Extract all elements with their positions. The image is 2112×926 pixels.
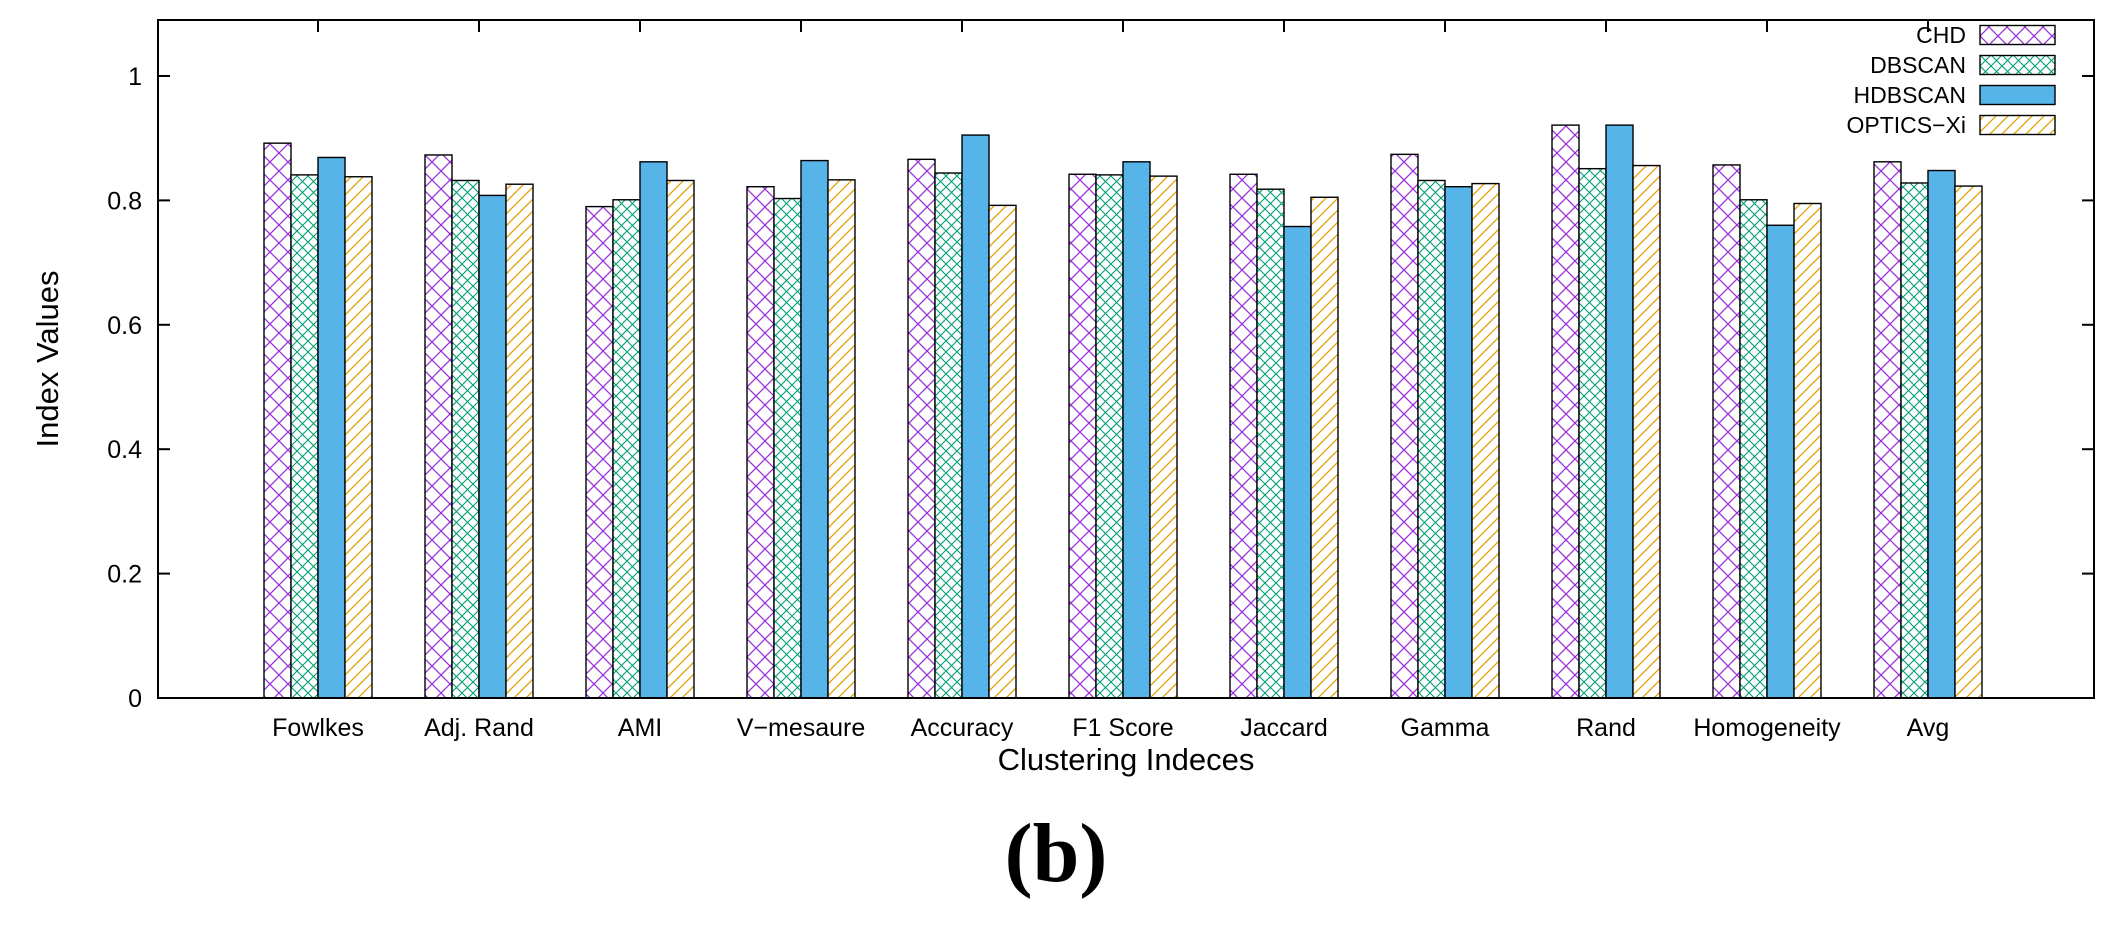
bar-chart: 0 0.2 0.4 0.6 0.8 1 Fowlkes Adj. Rand AMI V−mesa… <box>30 19 2095 777</box>
bar-hdbscan <box>1927 169 1956 699</box>
bar-chd <box>263 142 292 699</box>
plot-frame <box>157 19 2095 699</box>
bar-optics-xi <box>1149 175 1178 699</box>
bar-optics-xi <box>666 179 695 699</box>
y-tick-label: 0.2 <box>107 561 142 589</box>
bar-chd <box>585 205 614 699</box>
bar-chd <box>1229 173 1258 699</box>
bar-dbscan <box>1417 179 1446 699</box>
bar-optics-xi <box>1954 185 1983 699</box>
y-tick-label: 0.4 <box>107 436 142 464</box>
bar-optics-xi <box>1793 202 1822 699</box>
x-tick-label: F1 Score <box>1072 714 1173 742</box>
y-tick-label: 0.6 <box>107 312 142 340</box>
bar-dbscan <box>1578 167 1607 699</box>
bar-dbscan <box>451 179 480 699</box>
legend-label: OPTICS−Xi <box>1846 112 1966 138</box>
x-tick-label: Avg <box>1907 714 1950 742</box>
bar-hdbscan <box>478 194 507 699</box>
bar-optics-xi <box>1310 196 1339 699</box>
bar-optics-xi <box>827 179 856 699</box>
y-axis: 0 0.2 0.4 0.6 0.8 1 <box>107 63 2094 713</box>
bar-chd <box>424 154 453 699</box>
x-tick-label: AMI <box>618 714 662 742</box>
bar-dbscan <box>612 199 641 699</box>
y-axis-title: Index Values <box>30 271 65 448</box>
x-tick-label: Adj. Rand <box>424 714 534 742</box>
bar-dbscan <box>934 172 963 699</box>
x-tick-label: Homogeneity <box>1693 714 1841 742</box>
bar-optics-xi <box>988 204 1017 699</box>
legend-swatch <box>1979 84 2056 106</box>
bar-hdbscan <box>1122 161 1151 699</box>
bar-chd <box>1551 124 1580 699</box>
legend-swatch <box>1979 54 2056 76</box>
bar-hdbscan <box>961 134 990 699</box>
y-tick-label: 1 <box>128 63 142 91</box>
x-axis: Fowlkes Adj. Rand AMI V−mesaure Accuracy F1 S… <box>272 20 1949 742</box>
bar-optics-xi <box>1471 182 1500 699</box>
x-tick-label: Rand <box>1576 714 1636 742</box>
figure-caption: (b) <box>1004 807 1108 900</box>
bar-hdbscan <box>1766 224 1795 699</box>
bar-hdbscan <box>1605 124 1634 699</box>
bar-dbscan <box>1900 182 1929 699</box>
legend: CHD DBSCAN HDBSCAN OPTICS−Xi <box>1846 22 2056 138</box>
bar-dbscan <box>1739 199 1768 699</box>
legend-swatch <box>1979 24 2056 46</box>
legend-label: HDBSCAN <box>1854 82 1966 108</box>
legend-label: CHD <box>1916 22 1966 48</box>
y-tick-label: 0 <box>128 685 142 713</box>
bar-dbscan <box>773 197 802 699</box>
bar-hdbscan <box>800 159 829 699</box>
x-tick-label: Fowlkes <box>272 714 364 742</box>
legend-swatch <box>1979 114 2056 136</box>
bar-dbscan <box>1095 174 1124 699</box>
bar-optics-xi <box>1632 164 1661 699</box>
bar-hdbscan <box>1444 186 1473 699</box>
x-tick-label: Jaccard <box>1240 714 1328 742</box>
bar-chd <box>1068 173 1097 699</box>
bars <box>263 124 1983 699</box>
bar-dbscan <box>290 174 319 699</box>
bar-chd <box>1873 161 1902 699</box>
bar-hdbscan <box>317 156 346 699</box>
x-tick-label: Gamma <box>1401 714 1490 742</box>
bar-optics-xi <box>505 183 534 699</box>
x-tick-label: V−mesaure <box>737 714 866 742</box>
x-tick-label: Accuracy <box>911 714 1014 742</box>
y-tick-label: 0.8 <box>107 187 142 215</box>
bar-optics-xi <box>344 176 373 699</box>
x-axis-title: Clustering Indeces <box>998 742 1255 777</box>
legend-label: DBSCAN <box>1870 52 1966 78</box>
bar-dbscan <box>1256 188 1285 699</box>
bar-chd <box>1390 153 1419 699</box>
bar-chd <box>746 186 775 699</box>
bar-chd <box>1712 164 1741 699</box>
bar-hdbscan <box>1283 225 1312 699</box>
bar-chd <box>907 158 936 699</box>
bar-hdbscan <box>639 161 668 699</box>
